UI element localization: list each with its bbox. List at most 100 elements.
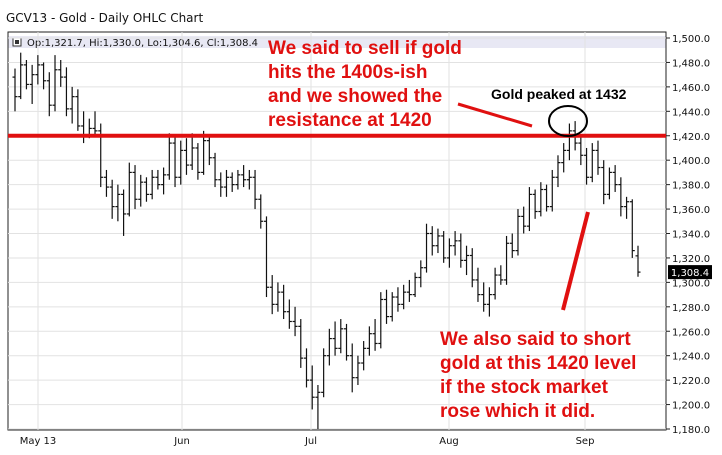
ohlc-bar [435, 228, 441, 254]
ohlc-bar [126, 162, 132, 217]
ohlc-bar [241, 165, 247, 188]
ohlc-bar [458, 233, 464, 268]
last-price-label: 1,308.4 [671, 268, 709, 279]
sell-note-line-1: We said to sell if gold [268, 38, 462, 59]
ohlc-bar [504, 235, 510, 285]
ohlc-bar [606, 167, 612, 200]
plot-frame [7, 31, 667, 431]
ohlc-bar [18, 52, 24, 100]
ohlc-bar [538, 182, 544, 217]
y-tick-label: 1,320.0 [672, 254, 710, 265]
ohlc-bar [132, 165, 138, 210]
ohlc-bar [395, 287, 401, 312]
ohlc-bar [269, 275, 275, 315]
ohlc-bar [561, 143, 567, 173]
ohlc-bar [121, 189, 127, 236]
y-tick-label: 1,460.0 [672, 83, 710, 94]
chart-title: GCV13 - Gold - Daily OHLC Chart [6, 11, 203, 25]
x-axis-ticks: May 13 Jun Jul Aug Sep [20, 436, 595, 447]
ohlc-bar [629, 199, 635, 258]
ohlc-bar [406, 279, 412, 302]
short-note-line-3: if the stock market [440, 377, 609, 398]
ohlc-bar [601, 160, 607, 205]
ohlc-bar [12, 68, 18, 112]
ohlc-bar [521, 206, 527, 234]
ohlc-bar [338, 319, 344, 354]
ohlc-bar [349, 343, 355, 393]
ohlc-bar [384, 289, 390, 324]
ohlc-bar [498, 265, 504, 285]
short-pointer-arrow [561, 211, 590, 311]
ohlc-bar [201, 130, 207, 175]
ohlc-bar [218, 172, 224, 197]
ohlc-bar [618, 177, 624, 217]
y-tick-label: 1,220.0 [672, 376, 710, 387]
y-tick-label: 1,260.0 [672, 327, 710, 338]
ohlc-bar [109, 179, 115, 219]
ohlc-bar [481, 282, 487, 312]
ohlc-bar [469, 248, 475, 288]
ohlc-bar [281, 284, 287, 320]
ohlc-bar [206, 135, 212, 166]
ohlc-bar [315, 385, 321, 429]
ohlc-bar [75, 89, 81, 131]
ohlc-bar [161, 167, 167, 195]
ohlc-bar [526, 187, 532, 232]
y-tick-label: 1,300.0 [672, 278, 710, 289]
ohlc-bar [401, 284, 407, 310]
y-tick-label: 1,280.0 [672, 303, 710, 314]
ohlc-bar [309, 365, 315, 410]
y-axis-ticks: 1,500.0 1,480.0 1,460.0 1,440.0 1,420.0 1,400… [666, 34, 710, 436]
peak-note: Gold peaked at 1432 [491, 86, 627, 102]
y-tick-label: 1,340.0 [672, 230, 710, 241]
ohlc-bar [578, 135, 584, 166]
ohlc-bar [464, 245, 470, 276]
ohlc-bar [446, 238, 452, 268]
ohlc-bar [252, 169, 258, 210]
dropdown-square-icon[interactable] [12, 37, 22, 47]
ohlc-bar [544, 184, 550, 212]
ohlc-bar [624, 196, 630, 219]
ohlc-bar [412, 272, 418, 298]
ohlc-bar [429, 226, 435, 256]
ohlc-bar [292, 306, 298, 337]
ohlc-bar [29, 64, 35, 104]
ohlc-bar [189, 133, 195, 170]
ohlc-bar [223, 169, 229, 197]
ohlc-bar [63, 67, 69, 117]
ohlc-bar [486, 287, 492, 317]
ohlc-bar [303, 348, 309, 388]
ohlc-bar [378, 292, 384, 349]
ohlc-bar [263, 216, 269, 298]
y-tick-label: 1,360.0 [672, 205, 710, 216]
ohlc-bar [275, 282, 281, 312]
x-tick-label: Jun [173, 436, 190, 447]
ohlc-bar [492, 267, 498, 300]
sell-note-line-2: hits the 1400s-ish [268, 62, 427, 83]
ohlc-bar [35, 55, 41, 85]
y-tick-label: 1,400.0 [672, 156, 710, 167]
ohlc-bar [595, 140, 601, 175]
ohlc-bar [149, 169, 155, 200]
ohlc-bar [475, 267, 481, 302]
ohlc-bar [138, 174, 144, 207]
y-tick-label: 1,240.0 [672, 352, 710, 363]
ohlc-bar [361, 341, 367, 371]
ohlc-bar [246, 169, 252, 190]
ohlc-readout: Op:1,321.7, Hi:1,330.0, Lo:1,304.6, Cl:1… [27, 38, 258, 49]
ohlc-bar [183, 138, 189, 175]
ohlc-bar [58, 59, 64, 87]
ohlc-bar [332, 321, 338, 356]
ohlc-bar [103, 169, 109, 197]
ohlc-bar [143, 177, 149, 202]
ohlc-bar [23, 59, 29, 90]
ohlc-bar [178, 140, 184, 185]
x-tick-label: Aug [439, 436, 459, 447]
ohlc-bar [46, 72, 52, 117]
ohlc-bar [321, 348, 327, 398]
ohlc-bar [195, 143, 201, 180]
y-tick-label: 1,440.0 [672, 107, 710, 118]
peak-circle [548, 105, 588, 137]
ohlc-bar [366, 326, 372, 356]
